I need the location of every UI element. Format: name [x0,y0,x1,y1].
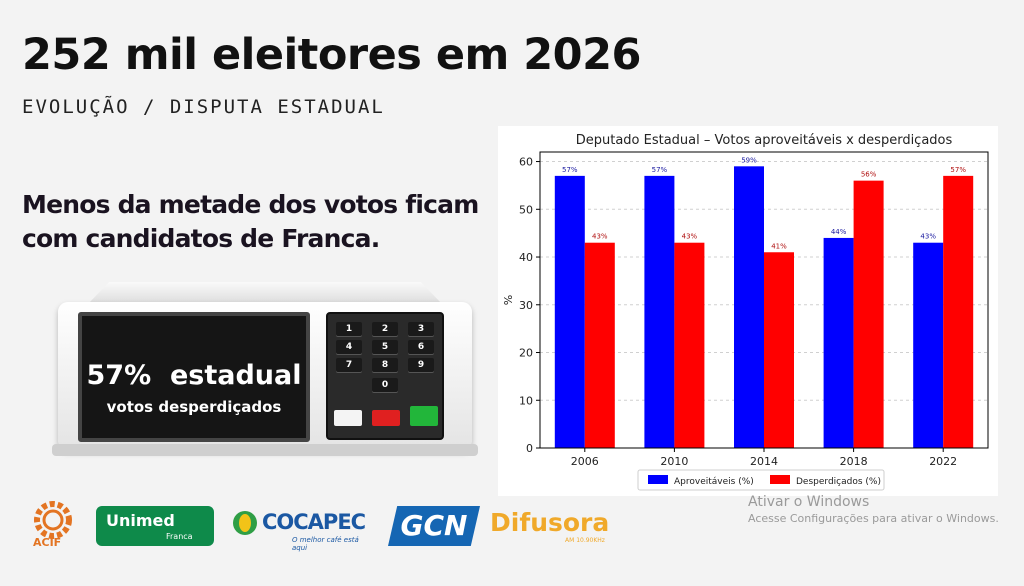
x-tick-label: 2014 [750,455,778,468]
screen-scope: estadual [169,360,302,391]
windows-activation-watermark: Ativar o Windows Acesse Configurações pa… [748,494,999,525]
key-1: 1 [336,322,362,336]
y-tick-label: 40 [519,251,533,264]
data-label: 43% [920,233,936,241]
key-7: 7 [336,358,362,372]
key-0: 0 [372,378,398,392]
legend-label: Aproveitáveis (%) [674,477,754,487]
key-2: 2 [372,322,398,336]
legend-swatch [648,475,668,484]
note-text: Menos da metade dos votos ficam com cand… [22,190,479,253]
difusora-frequency: AM 10.90KHz [565,537,605,544]
machine-base [52,444,478,456]
legend-swatch [770,475,790,484]
plot-frame [539,151,989,449]
bar-aproveitaveis-2022 [913,242,944,448]
data-label: 41% [771,242,787,250]
machine-lid [88,282,442,304]
screen-percent: 57% [86,360,152,391]
bar-chart: Deputado Estadual – Votos aproveitáveis … [502,133,989,491]
legend-box [637,469,885,491]
bar-desperdicados-2018 [853,180,884,449]
bar-desperdicados-2010 [674,242,705,448]
voting-machine: 57% estadual votos desperdiçados 1 2 3 4… [52,282,478,460]
chart-card: Deputado Estadual – Votos aproveitáveis … [498,126,998,496]
screen-caption: votos desperdiçados [106,398,282,416]
cocapec-logo: COCAPEC O melhor café está aqui [232,508,372,552]
bar-desperdicados-2022 [943,175,974,448]
y-tick-label: 10 [519,394,533,407]
x-tick-label: 2010 [660,455,688,468]
unimed-city: Franca [166,532,193,541]
y-tick-label: 20 [519,347,533,360]
key-corrige [372,410,400,426]
data-label: 43% [592,233,608,241]
key-3: 3 [408,322,434,336]
data-label: 57% [652,166,668,174]
machine-screen: 57% estadual votos desperdiçados [78,312,310,442]
key-9: 9 [408,358,434,372]
x-tick-label: 2022 [929,455,957,468]
bar-aproveitaveis-2014 [734,166,764,449]
key-branco [334,410,362,426]
data-label: 44% [831,228,847,236]
difusora-logo: Difusora [490,508,610,537]
y-tick-label: 50 [519,203,533,216]
y-tick-label: 30 [519,299,533,312]
key-6: 6 [408,340,434,354]
y-tick-label: 60 [519,156,533,169]
data-label: 57% [950,166,966,174]
x-tick-label: 2006 [571,455,599,468]
data-label: 57% [562,166,578,174]
machine-keypad: 1 2 3 4 5 6 7 8 9 0 [326,312,444,440]
gcn-logo: GCN [388,506,480,546]
coffee-bean-icon [233,511,257,535]
data-label: 43% [682,233,698,241]
key-confirma [410,406,438,426]
watermark-subtitle: Acesse Configurações para ativar o Windo… [748,512,999,525]
key-5: 5 [372,340,398,354]
acif-logo-text: ACIF [33,536,62,549]
legend-label: Desperdiçados (%) [796,477,881,487]
bar-aproveitaveis-2010 [644,175,675,448]
subhead: EVOLUÇÃO / DISPUTA ESTADUAL [22,96,385,118]
y-axis-label: % [502,295,515,305]
chart-title: Deputado Estadual – Votos aproveitáveis … [576,133,953,148]
key-4: 4 [336,340,362,354]
screen-headline: 57% estadual [82,360,306,391]
y-tick-label: 0 [526,442,533,455]
bar-aproveitaveis-2018 [823,237,854,448]
watermark-title: Ativar o Windows [748,494,870,510]
key-8: 8 [372,358,398,372]
cocapec-tagline: O melhor café está aqui [292,536,359,552]
bar-aproveitaveis-2006 [554,175,585,448]
bar-desperdicados-2006 [584,242,615,448]
acif-gear-icon [34,501,72,539]
headline: 252 mil eleitores em 2026 [22,30,641,80]
cocapec-name: COCAPEC [262,510,366,534]
unimed-logo: Unimed Franca [96,506,214,546]
data-label: 56% [861,171,877,179]
x-tick-label: 2018 [840,455,868,468]
data-label: 59% [741,156,757,164]
unimed-name: Unimed [106,511,175,530]
bar-desperdicados-2014 [764,252,794,448]
